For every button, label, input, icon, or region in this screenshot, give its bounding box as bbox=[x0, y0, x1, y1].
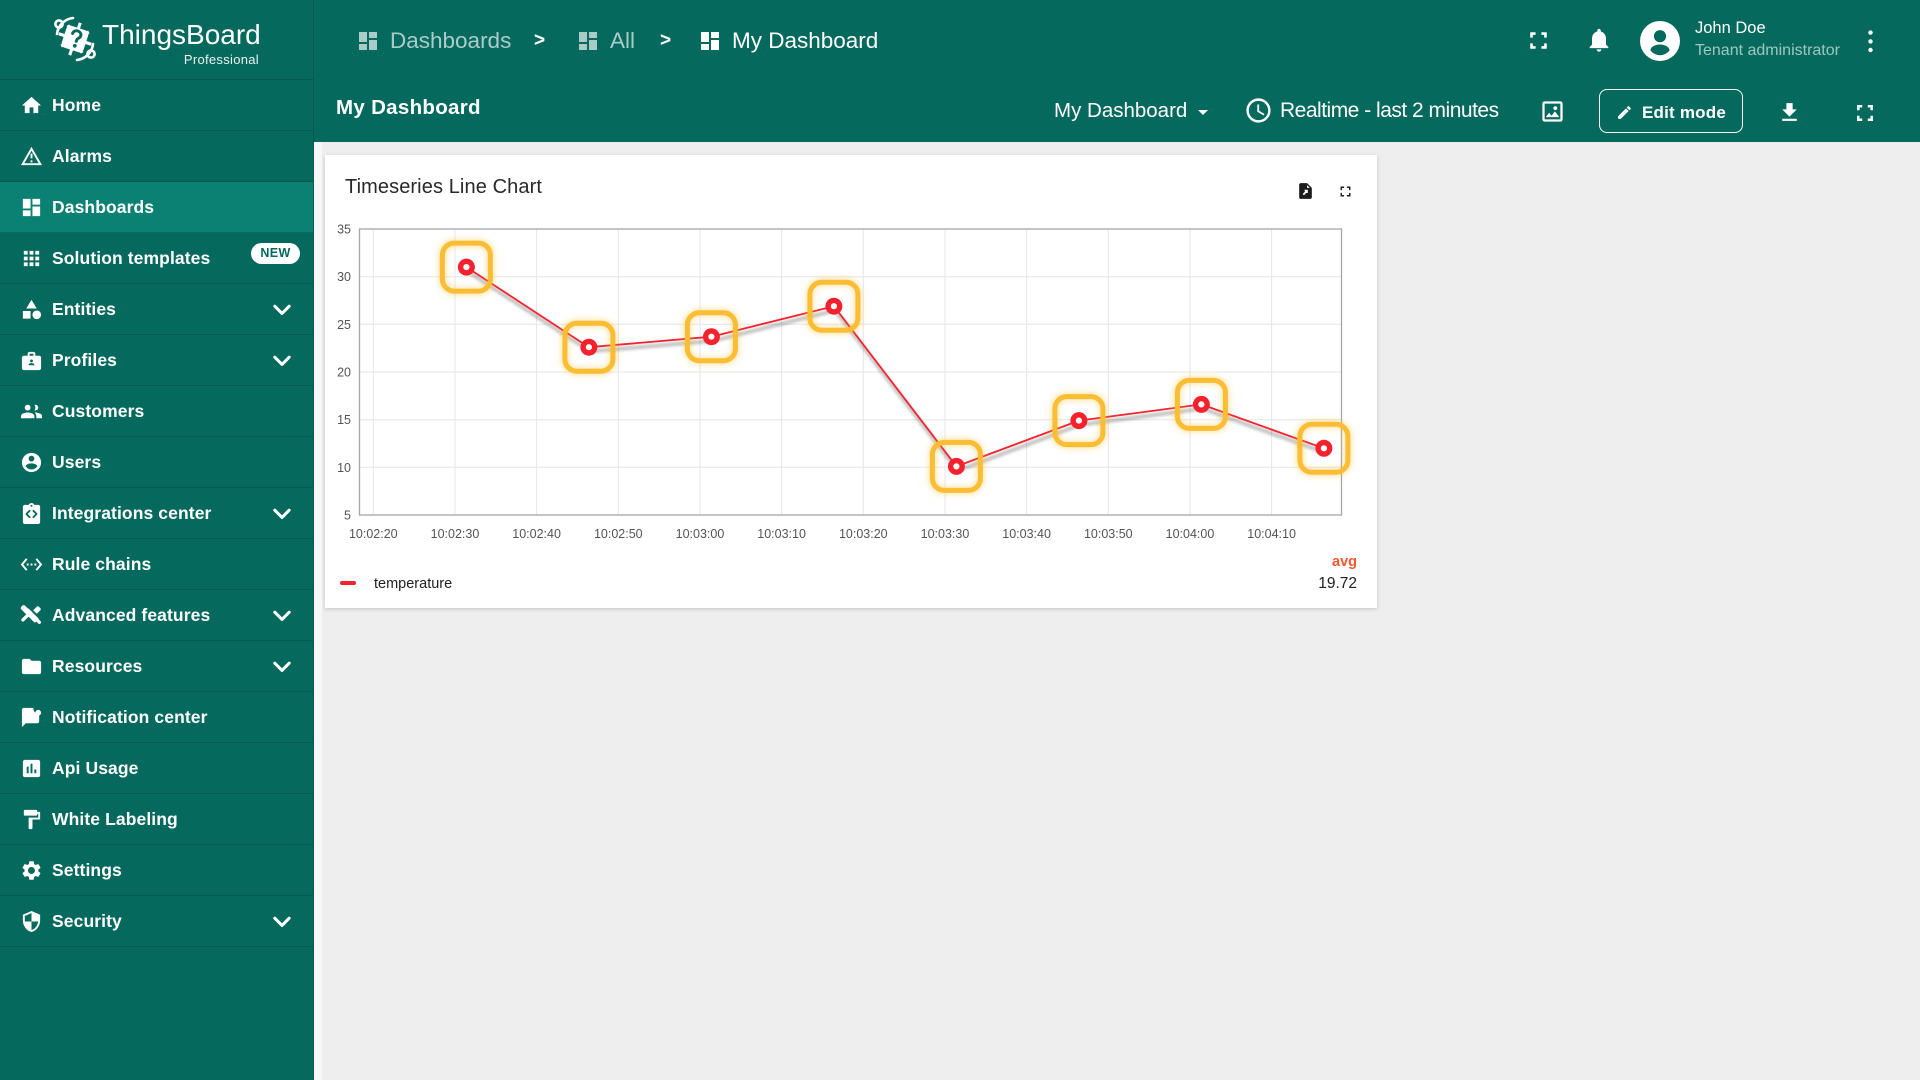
svg-text:10:04:10: 10:04:10 bbox=[1247, 527, 1296, 541]
svg-text:10:03:30: 10:03:30 bbox=[921, 527, 970, 541]
svg-text:10:02:30: 10:02:30 bbox=[431, 527, 480, 541]
svg-text:10:02:40: 10:02:40 bbox=[512, 527, 561, 541]
svg-text:25: 25 bbox=[337, 318, 351, 332]
svg-text:10:03:40: 10:03:40 bbox=[1002, 527, 1051, 541]
svg-text:10:03:50: 10:03:50 bbox=[1084, 527, 1133, 541]
svg-text:10:02:50: 10:02:50 bbox=[594, 527, 643, 541]
svg-text:15: 15 bbox=[337, 413, 351, 427]
svg-text:30: 30 bbox=[337, 270, 351, 284]
svg-text:5: 5 bbox=[344, 509, 351, 523]
svg-text:10:02:20: 10:02:20 bbox=[349, 527, 398, 541]
svg-text:20: 20 bbox=[337, 366, 351, 380]
svg-text:10:03:10: 10:03:10 bbox=[757, 527, 806, 541]
svg-text:10:04:00: 10:04:00 bbox=[1166, 527, 1215, 541]
svg-text:10: 10 bbox=[337, 461, 351, 475]
svg-text:35: 35 bbox=[337, 223, 351, 237]
svg-text:10:03:20: 10:03:20 bbox=[839, 527, 888, 541]
svg-text:10:03:00: 10:03:00 bbox=[676, 527, 725, 541]
